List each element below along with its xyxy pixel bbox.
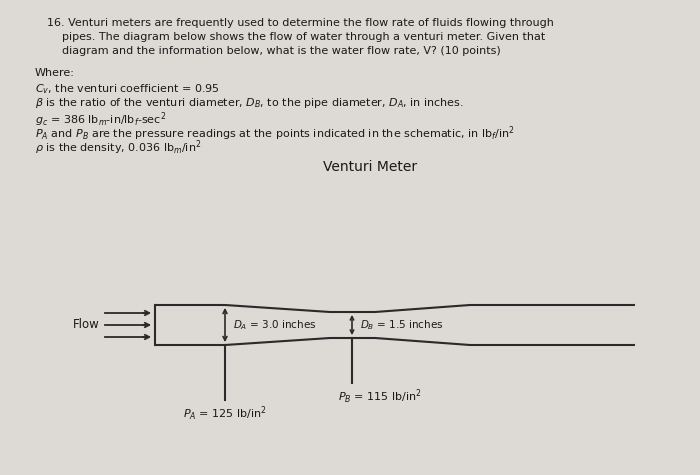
Text: $D_A$ = 3.0 inches: $D_A$ = 3.0 inches — [233, 318, 316, 332]
Text: Where:: Where: — [35, 68, 75, 78]
Text: Venturi Meter: Venturi Meter — [323, 160, 417, 174]
Text: $\rho$ is the density, 0.036 lb$_m$/in$^2$: $\rho$ is the density, 0.036 lb$_m$/in$^… — [35, 138, 202, 157]
Text: diagram and the information below, what is the water flow rate, V? (10 points): diagram and the information below, what … — [62, 46, 500, 56]
Text: $g_c$ = 386 lb$_m$-in/lb$_f$-sec$^2$: $g_c$ = 386 lb$_m$-in/lb$_f$-sec$^2$ — [35, 110, 166, 129]
Text: $P_A$ = 125 lb/in$^2$: $P_A$ = 125 lb/in$^2$ — [183, 405, 267, 423]
Text: $P_B$ = 115 lb/in$^2$: $P_B$ = 115 lb/in$^2$ — [338, 388, 422, 407]
Text: 16. Venturi meters are frequently used to determine the flow rate of fluids flow: 16. Venturi meters are frequently used t… — [47, 18, 554, 28]
Text: $D_B$ = 1.5 inches: $D_B$ = 1.5 inches — [360, 318, 444, 332]
Text: Flow: Flow — [74, 319, 100, 332]
Text: pipes. The diagram below shows the flow of water through a venturi meter. Given : pipes. The diagram below shows the flow … — [62, 32, 545, 42]
Text: $C_v$, the venturi coefficient = 0.95: $C_v$, the venturi coefficient = 0.95 — [35, 82, 220, 96]
Text: $P_A$ and $P_B$ are the pressure readings at the points indicated in the schemat: $P_A$ and $P_B$ are the pressure reading… — [35, 124, 514, 142]
Text: $\beta$ is the ratio of the venturi diameter, $D_B$, to the pipe diameter, $D_A$: $\beta$ is the ratio of the venturi diam… — [35, 96, 464, 110]
